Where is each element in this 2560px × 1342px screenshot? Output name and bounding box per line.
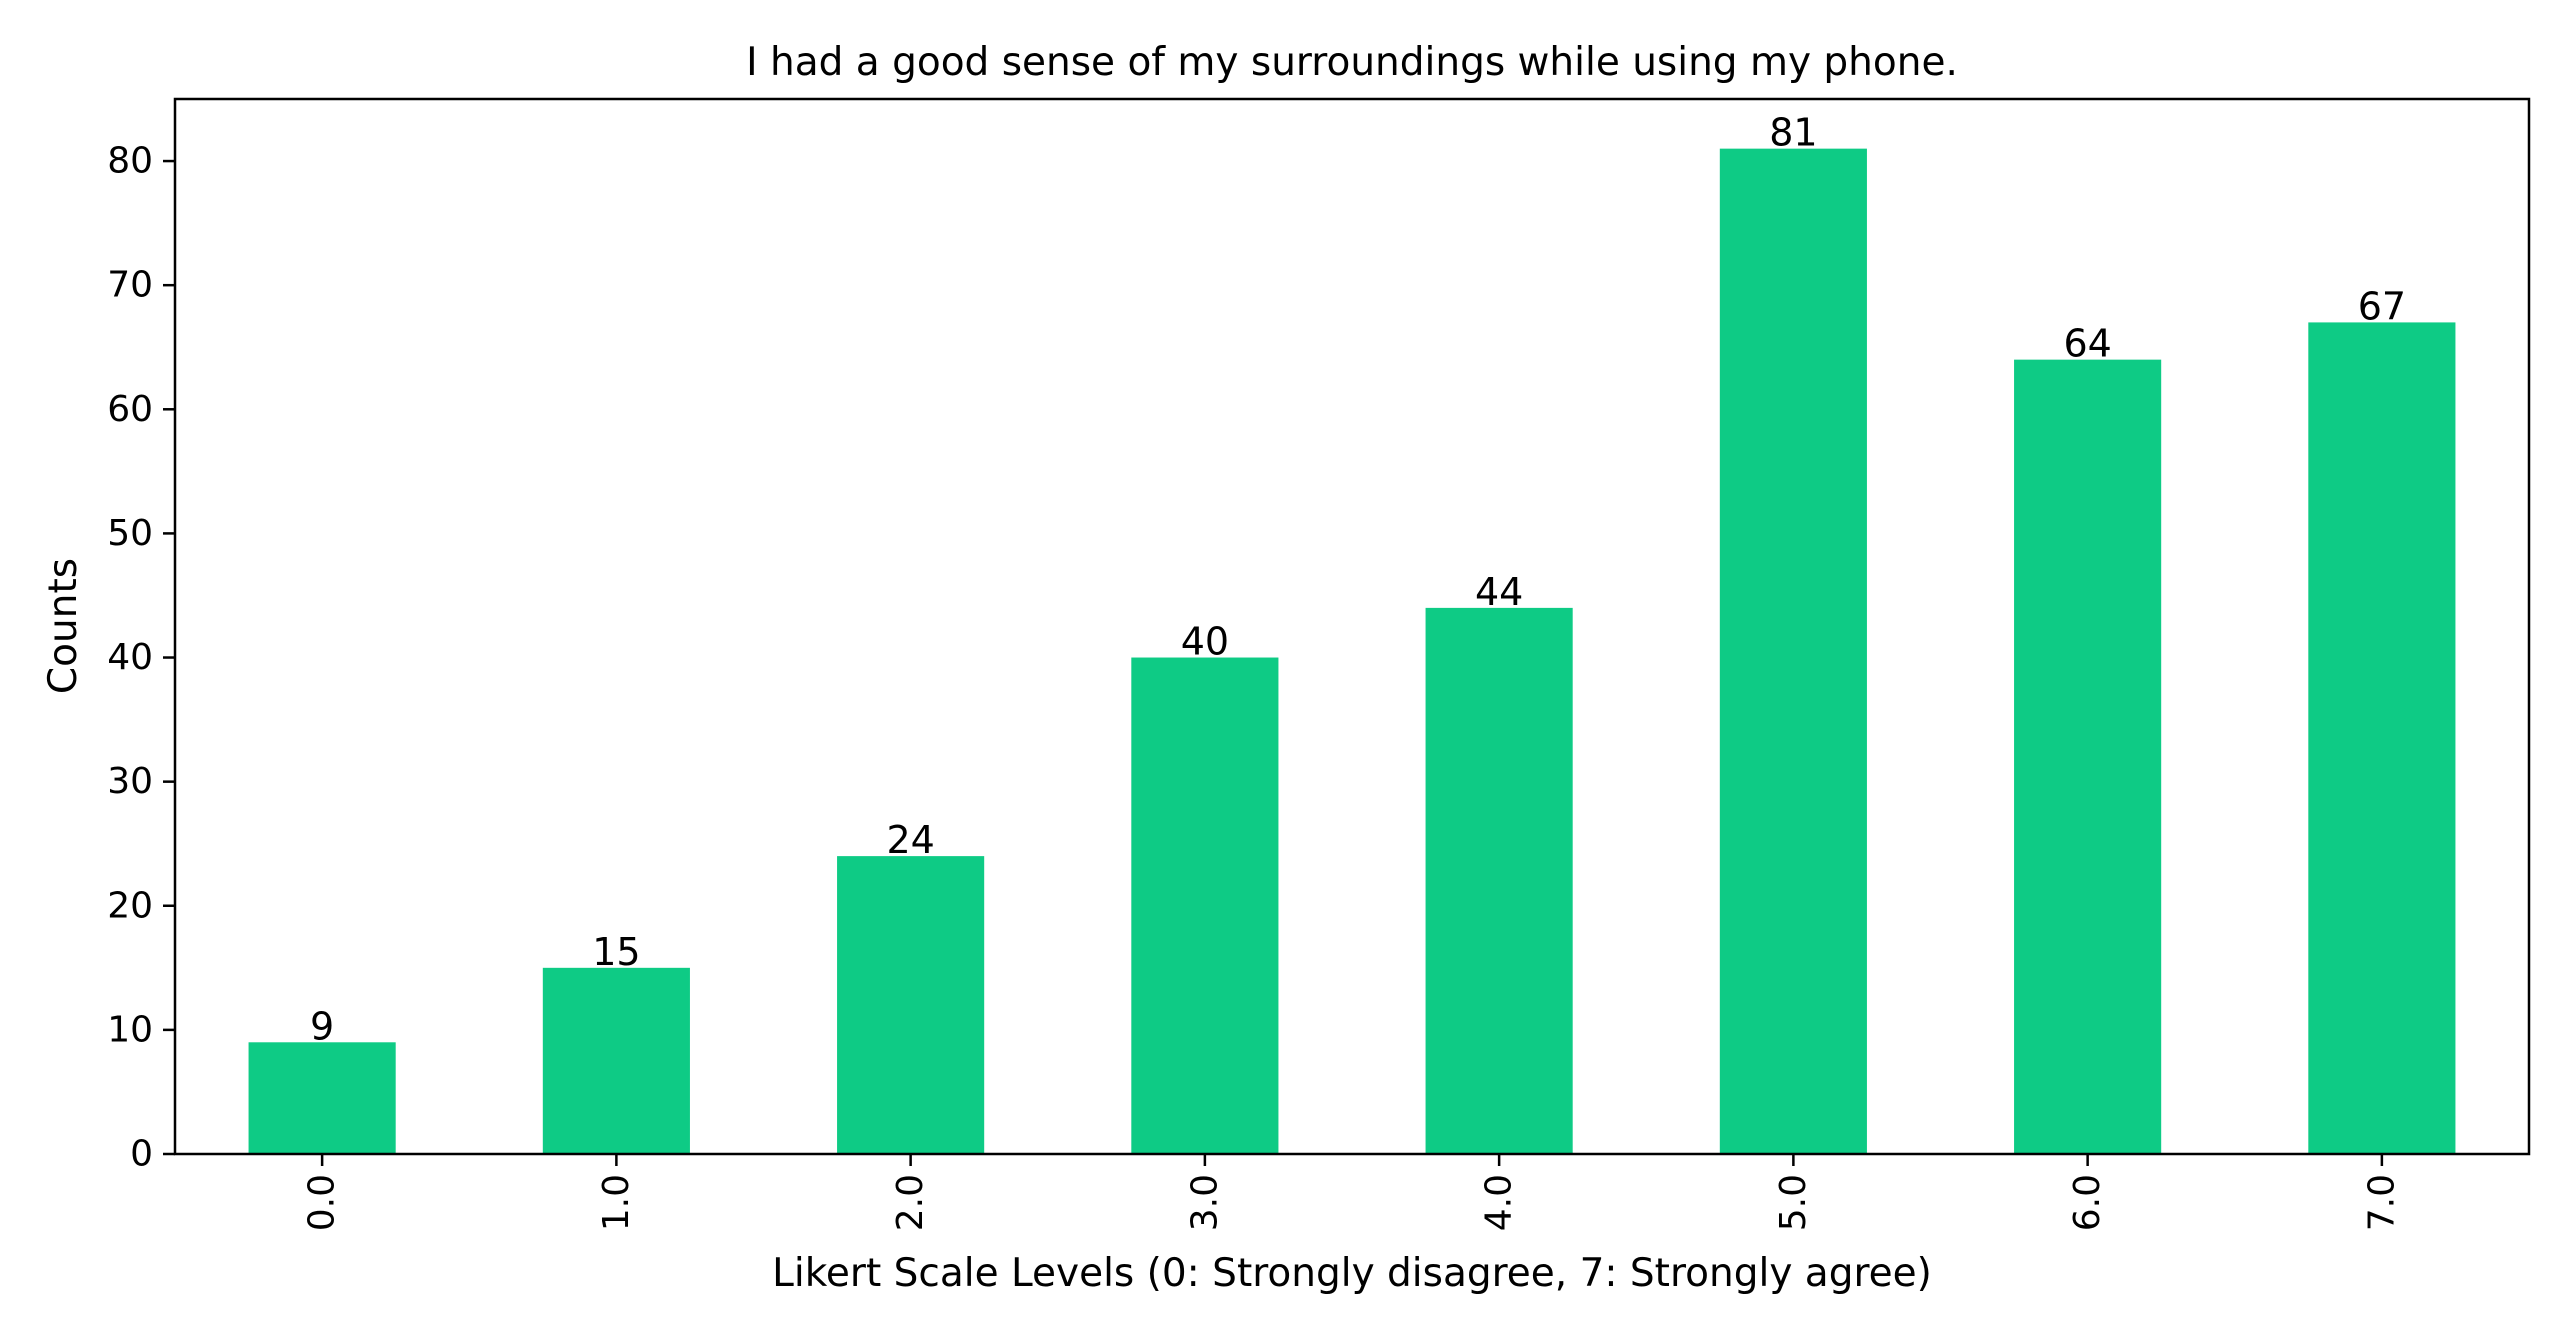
x-tick-label-5: 5.0	[1773, 1174, 1814, 1231]
y-axis: 0 10 20 30 40 50 60 70 80	[107, 141, 175, 1175]
data-labels-group: 9 15 24 40 44 81 64 67	[310, 111, 2406, 1049]
data-label-7: 67	[2358, 284, 2406, 328]
x-tick-label-2: 2.0	[890, 1174, 931, 1231]
y-axis-label: Counts	[41, 558, 86, 694]
x-axis-label: Likert Scale Levels (0: Strongly disagre…	[772, 1251, 1932, 1296]
bar-3	[1131, 657, 1279, 1154]
x-tick-label-4: 4.0	[1479, 1174, 1520, 1231]
data-label-1: 15	[592, 930, 640, 974]
x-axis: 0.0 1.0 2.0 3.0 4.0 5.0 6.0 7.0	[302, 1154, 2402, 1231]
x-tick-label-0: 0.0	[302, 1174, 343, 1231]
x-tick-label-3: 3.0	[1184, 1174, 1225, 1231]
data-label-5: 81	[1769, 111, 1817, 155]
bar-5	[1719, 148, 1867, 1154]
y-tick-label-0: 0	[130, 1134, 153, 1175]
bar-7	[2308, 322, 2456, 1154]
chart-title: I had a good sense of my surroundings wh…	[746, 40, 1958, 85]
y-tick-label-6: 60	[107, 389, 153, 430]
data-label-6: 64	[2063, 322, 2111, 366]
y-tick-label-8: 80	[107, 141, 153, 182]
data-label-3: 40	[1181, 620, 1229, 664]
data-label-2: 24	[886, 818, 934, 862]
y-tick-label-1: 10	[107, 1009, 153, 1050]
bar-4	[1425, 607, 1573, 1154]
bar-1	[542, 967, 690, 1154]
x-tick-label-6: 6.0	[2067, 1174, 2108, 1231]
y-tick-label-2: 20	[107, 885, 153, 926]
data-label-0: 9	[310, 1004, 334, 1048]
bar-6	[2014, 359, 2162, 1154]
data-label-4: 44	[1475, 570, 1523, 614]
bar-0	[248, 1042, 396, 1154]
bar-2	[837, 856, 985, 1154]
y-tick-label-5: 50	[107, 513, 153, 554]
x-tick-label-1: 1.0	[596, 1174, 637, 1231]
plot-frame	[173, 97, 2531, 1156]
y-tick-label-4: 40	[107, 637, 153, 678]
x-tick-label-7: 7.0	[2361, 1174, 2402, 1231]
y-tick-label-7: 70	[107, 265, 153, 306]
y-tick-label-3: 30	[107, 761, 153, 802]
bars-group	[248, 148, 2456, 1154]
